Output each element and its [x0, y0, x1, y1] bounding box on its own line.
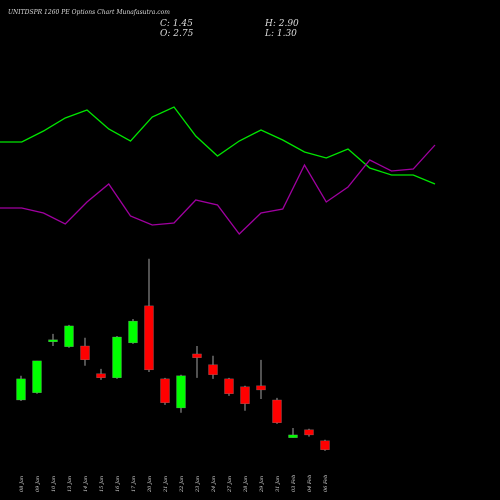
- low-label: L: 1.30: [264, 29, 297, 39]
- x-tick-label: 20 Jan: [147, 476, 153, 493]
- candle-body: [16, 378, 26, 401]
- candle-body: [320, 440, 330, 450]
- open-label: O: 2.75: [160, 29, 194, 39]
- x-tick-label: 28 Jan: [243, 476, 249, 493]
- x-tick-label: 08 Jan: [19, 476, 25, 492]
- candle-body: [192, 353, 202, 358]
- candle-body: [240, 386, 250, 404]
- x-tick-label: 14 Jan: [83, 476, 89, 492]
- candle-body: [64, 325, 74, 347]
- x-tick-label: 09 Jan: [35, 476, 41, 492]
- x-tick-label: 10 Jan: [51, 476, 57, 492]
- x-tick-label: 17 Jan: [131, 476, 137, 492]
- close-label: C: 1.45: [160, 19, 193, 29]
- x-tick-label: 29 Jan: [259, 476, 265, 493]
- x-tick-label: 21 Jan: [163, 476, 169, 493]
- candle-body: [80, 345, 90, 360]
- line-series: [0, 106, 436, 185]
- chart-title: UNITDSPR 1260 PE Options Chart Munafasut…: [8, 9, 170, 16]
- candle-body: [256, 385, 266, 391]
- candle-body: [128, 320, 138, 344]
- x-tick-label: 23 Jan: [195, 476, 201, 493]
- x-tick-label: 31 Jan: [275, 476, 281, 492]
- x-tick-label: 27 Jan: [227, 476, 233, 493]
- candle-body: [208, 364, 218, 375]
- candle-body: [288, 434, 298, 438]
- candle-body: [272, 399, 282, 423]
- candle-body: [224, 378, 234, 394]
- candle-body: [176, 375, 186, 409]
- candle-body: [160, 378, 170, 403]
- candle-body: [144, 305, 154, 371]
- x-tick-label: 04 Feb: [307, 475, 313, 492]
- x-tick-label: 16 Jan: [115, 476, 121, 492]
- x-tick-label: 15 Jan: [99, 476, 105, 492]
- candle-body: [304, 429, 314, 436]
- candle-body: [96, 373, 106, 378]
- x-tick-label: 03 Feb: [291, 475, 297, 492]
- x-tick-label: 24 Jan: [211, 476, 217, 493]
- candle-body: [32, 360, 42, 393]
- x-tick-label: 13 Jan: [67, 476, 73, 492]
- x-tick-label: 06 Feb: [323, 475, 329, 492]
- candle-body: [48, 339, 58, 343]
- line-series: [0, 144, 436, 235]
- high-label: H: 2.90: [264, 19, 299, 29]
- x-tick-label: 22 Jan: [179, 476, 185, 493]
- candle-body: [112, 336, 122, 378]
